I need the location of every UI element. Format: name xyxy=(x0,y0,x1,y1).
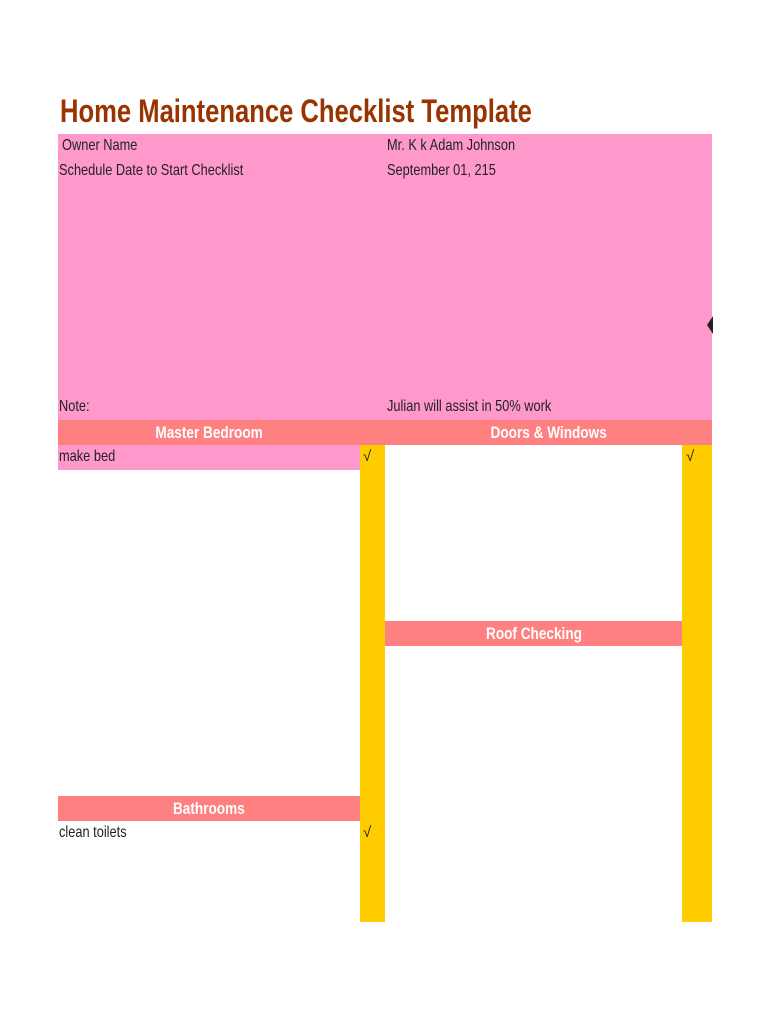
schedule-value[interactable]: September 01, 215 xyxy=(387,162,496,179)
owner-value[interactable]: Mr. K k Adam Johnson xyxy=(387,137,516,154)
task-row[interactable]: clean toilets xyxy=(59,824,127,841)
header-filler xyxy=(360,420,385,445)
note-label: Note: xyxy=(59,398,90,415)
section-header-bathrooms: Bathrooms xyxy=(58,796,360,821)
section-header-roof-checking: Roof Checking xyxy=(385,621,682,646)
schedule-label: Schedule Date to Start Checklist xyxy=(59,162,244,179)
checkmark-icon[interactable]: √ xyxy=(363,448,372,465)
checkmark-icon[interactable]: √ xyxy=(686,448,695,465)
check-column-left xyxy=(360,445,385,922)
task-row[interactable]: make bed xyxy=(58,445,360,470)
scroll-handle-icon[interactable] xyxy=(707,316,713,334)
check-column-right xyxy=(682,445,712,922)
page-title: Home Maintenance Checklist Template xyxy=(60,93,532,129)
owner-label: Owner Name xyxy=(62,137,138,154)
section-header-master-bedroom: Master Bedroom xyxy=(58,420,360,445)
section-header-doors-windows: Doors & Windows xyxy=(385,420,712,445)
note-value[interactable]: Julian will assist in 50% work xyxy=(387,398,552,415)
info-block xyxy=(58,134,712,420)
checkmark-icon[interactable]: √ xyxy=(363,824,372,841)
